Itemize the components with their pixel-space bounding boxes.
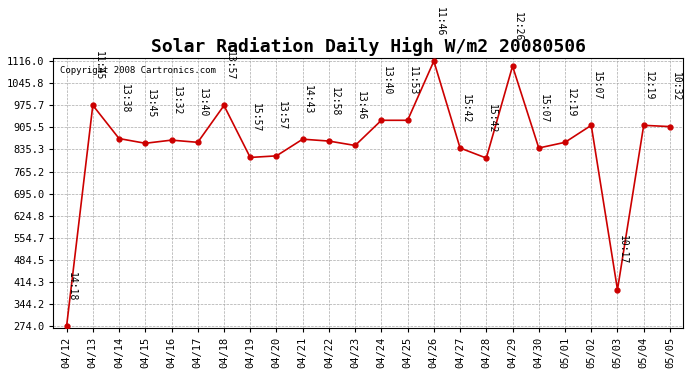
Text: 13:40: 13:40 xyxy=(382,66,392,95)
Text: 15:42: 15:42 xyxy=(461,94,471,123)
Text: 12:26: 12:26 xyxy=(513,12,523,41)
Text: 11:45: 11:45 xyxy=(93,51,104,80)
Text: 12:19: 12:19 xyxy=(644,71,654,100)
Text: 13:38: 13:38 xyxy=(119,84,130,114)
Text: Copyright 2008 Cartronics.com: Copyright 2008 Cartronics.com xyxy=(60,66,216,75)
Text: 15:42: 15:42 xyxy=(487,104,497,133)
Text: 15:57: 15:57 xyxy=(250,103,261,132)
Text: 15:07: 15:07 xyxy=(592,71,602,100)
Text: 15:07: 15:07 xyxy=(540,94,549,123)
Text: 10:17: 10:17 xyxy=(618,235,628,265)
Text: 13:40: 13:40 xyxy=(198,88,208,117)
Text: 13:32: 13:32 xyxy=(172,86,182,115)
Text: 13:57: 13:57 xyxy=(277,102,287,131)
Text: 13:45: 13:45 xyxy=(146,89,156,118)
Text: 12:58: 12:58 xyxy=(329,87,339,116)
Text: 13:46: 13:46 xyxy=(356,91,366,120)
Text: 11:53: 11:53 xyxy=(408,66,418,95)
Text: 10:32: 10:32 xyxy=(671,72,680,102)
Title: Solar Radiation Daily High W/m2 20080506: Solar Radiation Daily High W/m2 20080506 xyxy=(150,38,586,56)
Text: 11:46: 11:46 xyxy=(435,7,444,36)
Text: 14:43: 14:43 xyxy=(303,85,313,114)
Text: 13:57: 13:57 xyxy=(224,51,235,81)
Text: 12:19: 12:19 xyxy=(566,88,575,117)
Text: 14:18: 14:18 xyxy=(67,272,77,301)
